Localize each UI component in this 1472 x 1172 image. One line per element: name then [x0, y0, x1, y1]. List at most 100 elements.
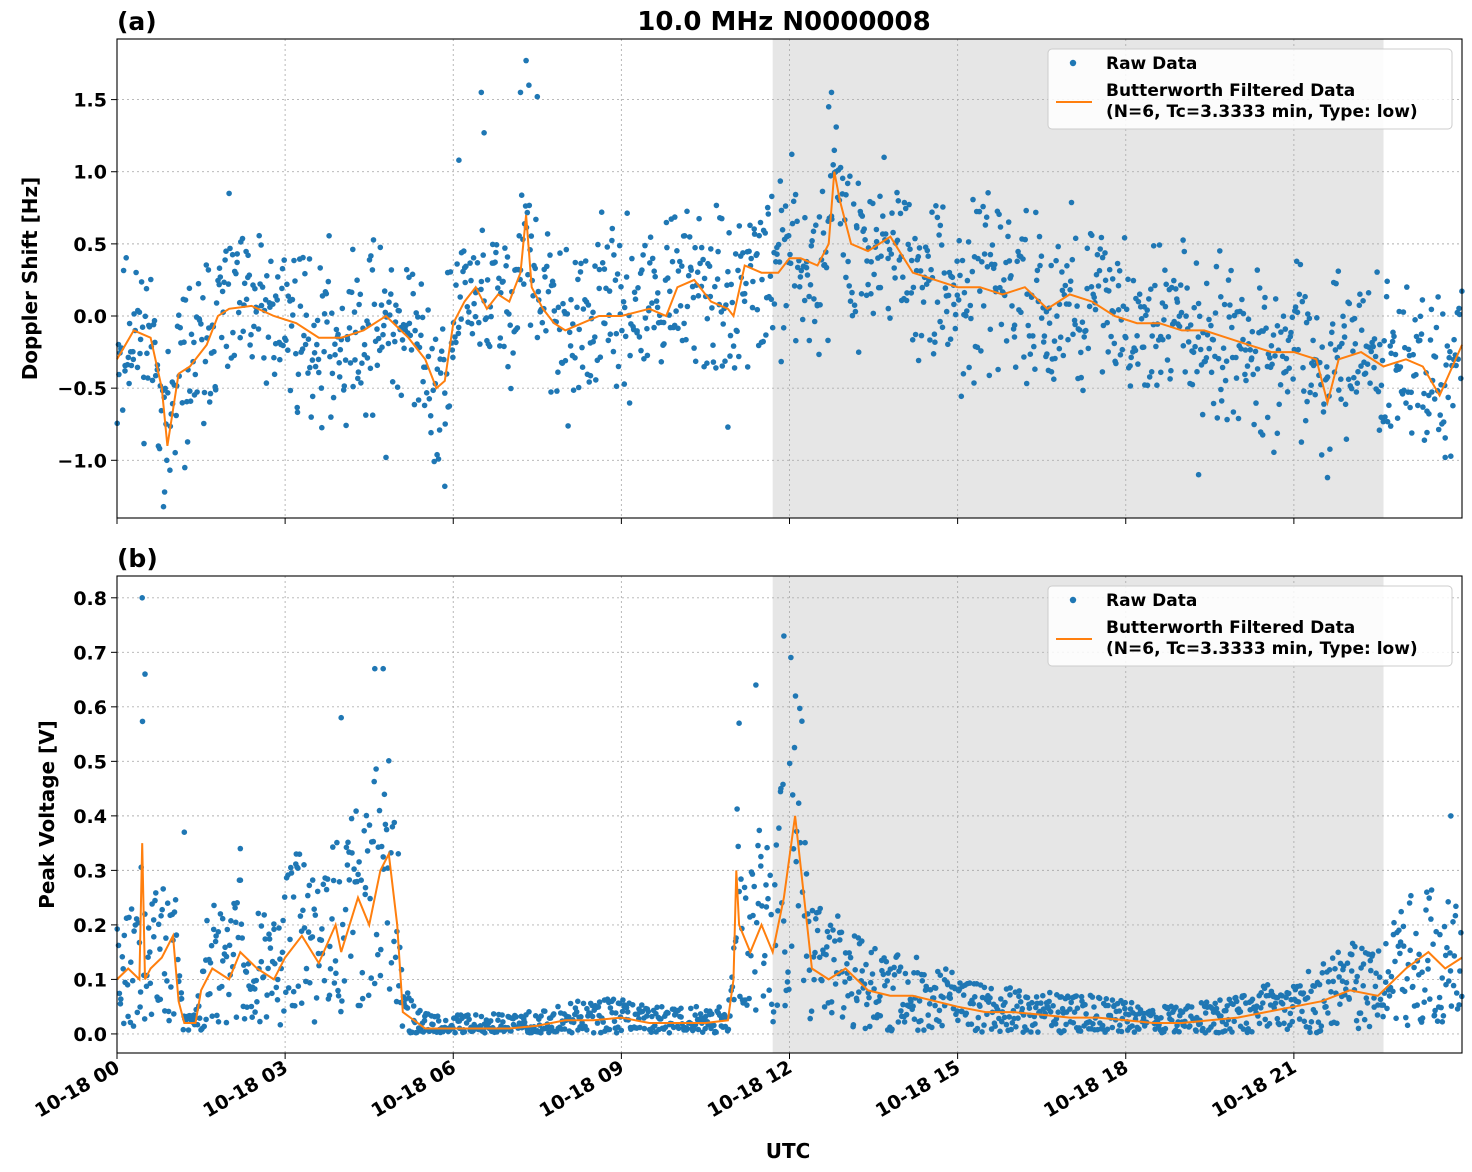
raw-data-point [856, 989, 862, 995]
raw-data-point [161, 489, 168, 495]
raw-data-point [1281, 1020, 1287, 1027]
raw-data-point [845, 258, 851, 265]
raw-data-point [1428, 887, 1435, 893]
raw-data-point [616, 242, 623, 249]
raw-data-point [266, 936, 273, 942]
raw-data-point [370, 237, 377, 243]
raw-data-point [1453, 903, 1459, 910]
raw-data-point [1029, 999, 1035, 1006]
raw-data-point [824, 944, 830, 950]
raw-data-point [116, 990, 123, 997]
raw-data-point [560, 300, 566, 307]
raw-data-point [419, 314, 426, 321]
raw-data-point [1134, 333, 1140, 339]
raw-data-point [1268, 343, 1275, 349]
raw-data-point [1148, 369, 1155, 375]
raw-data-point [247, 342, 253, 348]
raw-data-point [825, 337, 831, 344]
raw-data-point [1018, 309, 1024, 316]
raw-data-point [987, 326, 994, 333]
raw-data-point [1041, 333, 1048, 339]
raw-data-point [514, 325, 521, 331]
raw-data-point [1181, 248, 1188, 255]
raw-data-point [389, 824, 396, 830]
raw-data-point [207, 960, 214, 966]
raw-data-point [237, 845, 244, 852]
raw-data-point [1316, 981, 1323, 988]
raw-data-point [970, 1000, 976, 1007]
raw-data-point [495, 1017, 501, 1023]
raw-data-point [1047, 1009, 1054, 1015]
raw-data-point [1060, 352, 1067, 359]
raw-data-point [380, 331, 386, 338]
raw-data-point [1381, 338, 1387, 344]
raw-data-point [482, 1030, 488, 1036]
raw-data-point [484, 277, 491, 283]
raw-data-point [297, 303, 304, 310]
raw-data-point [675, 325, 681, 332]
raw-data-point [1384, 278, 1390, 285]
raw-data-point [599, 260, 606, 266]
raw-data-point [765, 211, 772, 217]
raw-data-point [1346, 996, 1352, 1002]
raw-data-point [1428, 916, 1434, 922]
raw-data-point [1023, 1027, 1030, 1033]
raw-data-point [203, 1016, 209, 1023]
raw-data-point [635, 285, 641, 291]
raw-data-point [756, 232, 762, 239]
raw-data-point [383, 454, 389, 461]
raw-data-point [592, 334, 598, 340]
raw-data-point [249, 354, 255, 360]
raw-data-point [241, 280, 248, 287]
raw-data-point [508, 1028, 514, 1034]
raw-data-point [651, 324, 657, 331]
raw-data-point [1336, 974, 1342, 980]
raw-data-point [371, 778, 378, 785]
raw-data-point [1242, 347, 1249, 353]
raw-data-point [1320, 961, 1327, 967]
raw-data-point [369, 267, 376, 273]
raw-data-point [277, 1022, 284, 1028]
raw-data-point [877, 284, 884, 291]
raw-data-point [476, 319, 482, 326]
raw-data-point [237, 334, 243, 341]
raw-data-point [981, 1022, 987, 1028]
raw-data-point [226, 190, 232, 197]
raw-data-point [352, 357, 358, 363]
raw-data-point [1401, 387, 1407, 394]
raw-data-point [811, 318, 818, 325]
raw-data-point [785, 969, 791, 975]
raw-data-point [287, 936, 293, 943]
raw-data-point [1403, 1014, 1409, 1021]
raw-data-point [1130, 277, 1137, 284]
raw-data-point [1440, 311, 1446, 317]
raw-data-point [996, 211, 1002, 218]
raw-data-point [150, 917, 157, 923]
raw-data-point [1223, 1007, 1229, 1014]
raw-data-point [963, 313, 969, 319]
raw-data-point [943, 966, 949, 972]
raw-data-point [629, 255, 635, 262]
raw-data-point [137, 1004, 143, 1010]
raw-data-point [677, 303, 684, 309]
raw-data-point [427, 413, 434, 419]
raw-data-point [409, 271, 416, 278]
raw-data-point [913, 267, 920, 274]
raw-data-point [1149, 333, 1155, 339]
x-tick-label: 10-18 21 [1208, 1056, 1300, 1122]
raw-data-point [1450, 402, 1456, 409]
raw-data-point [1361, 1016, 1368, 1023]
raw-data-point [161, 971, 168, 977]
raw-data-point [938, 242, 945, 248]
raw-data-point [1388, 350, 1394, 357]
raw-data-point [222, 944, 228, 951]
raw-data-point [796, 284, 803, 290]
raw-data-point [478, 278, 485, 285]
raw-data-point [783, 302, 789, 309]
raw-data-point [1340, 313, 1346, 320]
raw-data-point [1290, 376, 1296, 382]
raw-data-point [336, 360, 343, 366]
raw-data-point [344, 336, 351, 343]
raw-data-point [816, 214, 823, 220]
raw-data-point [1284, 1026, 1291, 1033]
